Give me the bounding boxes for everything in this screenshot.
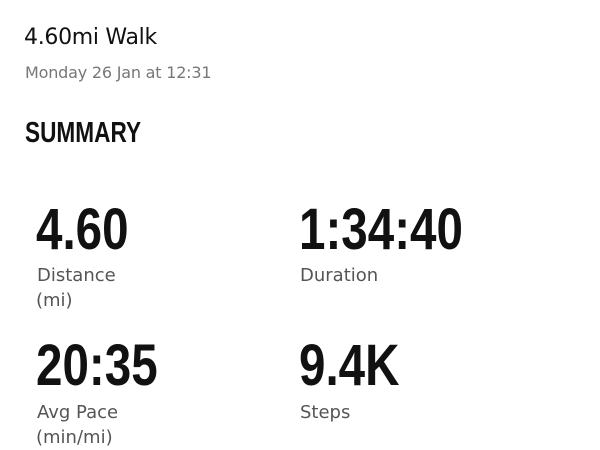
steps-label: Steps [300,402,351,423]
duration-value: 1:34:40 [299,197,463,262]
activity-title: 4.60mi Walk [24,25,157,50]
distance-label: Distance [37,265,116,286]
section-title: SUMMARY [25,117,142,149]
avg-pace-value: 20:35 [36,333,158,398]
distance-value: 4.60 [36,197,129,262]
duration-label: Duration [300,265,379,286]
avg-pace-unit: (min/mi) [36,427,113,448]
steps-value: 9.4K [299,333,400,398]
distance-unit: (mi) [36,290,73,311]
avg-pace-label: Avg Pace [37,402,119,423]
activity-date: Monday 26 Jan at 12:31 [25,63,212,82]
